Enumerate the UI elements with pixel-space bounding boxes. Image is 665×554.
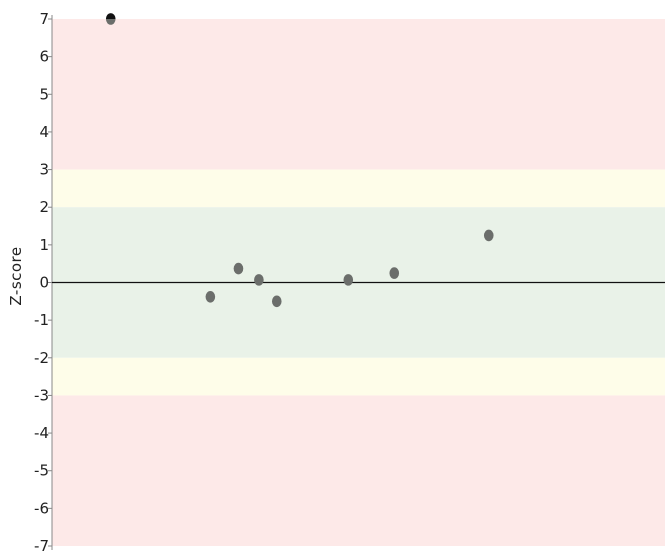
data-point	[483, 229, 494, 242]
y-tick-label: -4	[34, 424, 49, 442]
y-tick-label: 6	[39, 48, 49, 66]
data-point-clip-marker	[105, 13, 116, 19]
zone-band-3	[52, 357, 665, 396]
data-point	[389, 267, 400, 279]
y-tick-label: 5	[39, 85, 49, 103]
y-tick-label: -6	[34, 499, 49, 517]
data-point	[254, 274, 264, 286]
data-point	[205, 291, 216, 303]
y-tick-label: 1	[39, 236, 49, 254]
y-tick-label: -7	[34, 537, 49, 554]
data-point	[271, 295, 282, 308]
y-tick-label: -1	[34, 311, 49, 329]
y-tick-label: 7	[39, 10, 49, 28]
y-axis-ticks: 7 6 5 4 3 2 1 0 -1 -2 -3 -4 -5 -6 -7	[34, 10, 52, 554]
zone-bands	[52, 19, 665, 546]
zone-band-1	[52, 169, 665, 208]
y-tick-label: 2	[39, 198, 49, 216]
y-tick-label: -3	[34, 386, 49, 404]
y-tick-label: -2	[34, 349, 49, 367]
data-points	[105, 13, 494, 308]
y-tick-label: 4	[39, 123, 49, 141]
zone-band-0	[52, 19, 665, 170]
data-point	[233, 262, 244, 275]
zone-band-4	[52, 395, 665, 546]
y-tick-label: 3	[39, 161, 49, 179]
y-axis-title: Z-score	[7, 246, 25, 305]
data-point	[343, 274, 354, 286]
y-tick-label: 0	[39, 274, 49, 292]
y-tick-label: -5	[34, 462, 49, 480]
